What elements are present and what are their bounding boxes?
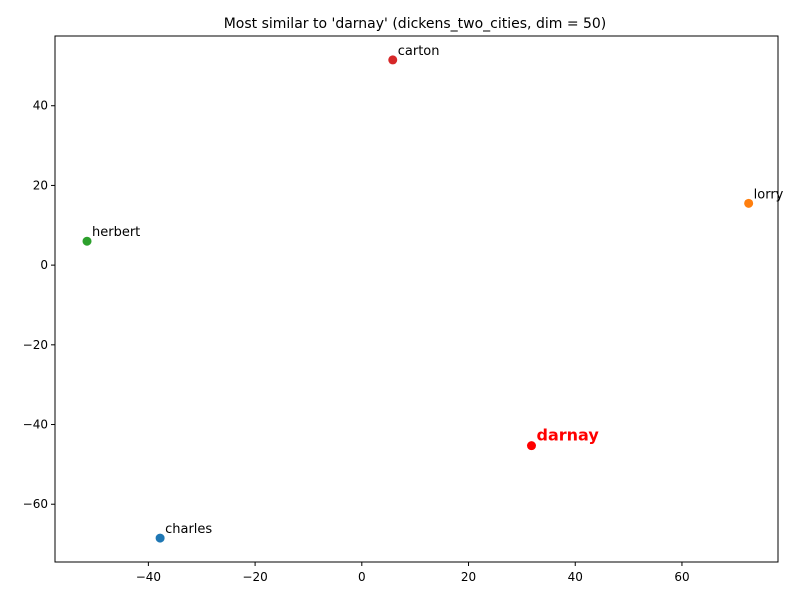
x-axis: −40 −20 0 20 40 60 — [136, 562, 690, 584]
data-points: charles lorry herbert carton darnay — [82, 44, 784, 543]
point-label-darnay: darnay — [536, 426, 599, 445]
x-tick-label: 40 — [568, 570, 583, 584]
plot-area-frame — [54, 35, 779, 563]
y-axis: −60 −40 −20 0 20 40 — [23, 99, 55, 511]
point-label-charles: charles — [165, 522, 212, 537]
x-tick-label: −40 — [136, 570, 161, 584]
x-tick-label: 0 — [358, 570, 366, 584]
x-tick-label: −20 — [242, 570, 267, 584]
point-label-herbert: herbert — [92, 225, 140, 240]
point-lorry — [744, 198, 754, 208]
point-herbert — [82, 236, 92, 246]
y-tick-label: −40 — [23, 418, 48, 432]
y-tick-label: 20 — [33, 178, 48, 192]
y-tick-label: 0 — [40, 258, 48, 272]
y-tick-label: 40 — [33, 99, 48, 113]
chart-title: Most similar to 'darnay' (dickens_two_ci… — [224, 16, 607, 32]
y-tick-label: −60 — [23, 497, 48, 511]
point-carton — [388, 55, 398, 65]
x-tick-label: 20 — [461, 570, 476, 584]
point-label-carton: carton — [398, 44, 440, 59]
y-tick-label: −20 — [23, 338, 48, 352]
x-tick-label: 60 — [674, 570, 689, 584]
point-label-lorry: lorry — [754, 187, 784, 202]
point-darnay — [526, 441, 536, 451]
point-charles — [155, 533, 165, 543]
